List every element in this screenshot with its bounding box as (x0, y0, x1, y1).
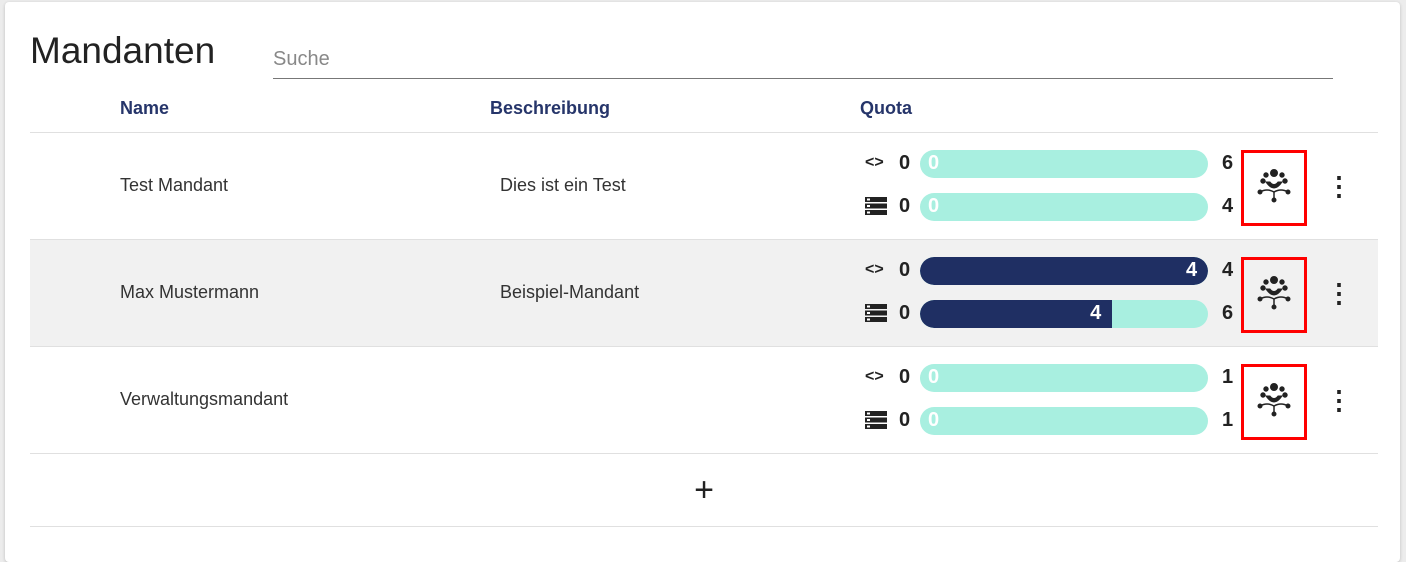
quota-max: 1 (1222, 366, 1234, 388)
column-header-description[interactable]: Beschreibung (490, 98, 611, 118)
quota-server: 0 0 4 (865, 193, 1245, 221)
tenant-config-button[interactable] (1241, 150, 1307, 226)
server-icon (865, 304, 889, 327)
tenant-config-button[interactable] (1241, 364, 1307, 440)
quota-bar: 4 (920, 257, 1208, 285)
network-config-icon (1254, 380, 1294, 425)
quota-bar: 0 (920, 150, 1208, 178)
quota-min: 0 (899, 152, 911, 174)
quota-bar: 4 (920, 300, 1208, 328)
more-options-button[interactable]: ⋮ (1326, 278, 1352, 308)
table-row[interactable]: Max Mustermann Beispiel-Mandant <> 0 4 4… (30, 239, 1378, 346)
more-options-button[interactable]: ⋮ (1326, 171, 1352, 201)
tenant-name: Test Mandant (120, 175, 229, 195)
quota-code: <> 0 0 1 (865, 364, 1245, 392)
quota-min: 0 (899, 195, 911, 217)
code-icon: <> (865, 154, 884, 171)
quota-max: 4 (1222, 195, 1234, 217)
quota-min: 0 (899, 302, 911, 324)
quota-used: 0 (928, 195, 940, 217)
quota-used: 0 (928, 366, 940, 388)
server-icon (865, 411, 889, 434)
page-title: Mandanten (30, 30, 216, 71)
column-header-quota: Quota (860, 98, 912, 118)
quota-code: <> 0 4 4 (865, 257, 1245, 285)
add-tenant-button[interactable]: + (30, 453, 1378, 527)
quota-server: 0 4 6 (865, 300, 1245, 328)
tenant-name: Max Mustermann (120, 282, 260, 302)
server-icon (865, 197, 889, 220)
table-row[interactable]: Verwaltungsmandant <> 0 0 1 0 0 1 ⋮ (30, 346, 1378, 453)
tenant-table: Test Mandant Dies ist ein Test <> 0 0 6 … (30, 132, 1378, 527)
quota-max: 6 (1222, 152, 1234, 174)
quota-bar: 0 (920, 407, 1208, 435)
tenants-card: Mandanten Name Beschreibung Quota Test M… (5, 2, 1400, 562)
quota-bar-fill (920, 300, 1113, 328)
quota-used: 4 (1186, 259, 1198, 281)
tenant-config-button[interactable] (1241, 257, 1307, 333)
code-icon: <> (865, 368, 884, 385)
quota-max: 1 (1222, 409, 1234, 431)
quota-min: 0 (899, 366, 911, 388)
tenant-description: Dies ist ein Test (500, 175, 626, 195)
quota-server: 0 0 1 (865, 407, 1245, 435)
quota-bar: 0 (920, 364, 1208, 392)
search-input[interactable] (273, 40, 1333, 79)
network-config-icon (1254, 166, 1294, 211)
quota-bar-fill (920, 257, 1208, 285)
quota-min: 0 (899, 409, 911, 431)
quota-max: 6 (1222, 302, 1234, 324)
network-config-icon (1254, 273, 1294, 318)
quota-used: 4 (1090, 302, 1102, 324)
quota-bar: 0 (920, 193, 1208, 221)
table-row[interactable]: Test Mandant Dies ist ein Test <> 0 0 6 … (30, 132, 1378, 239)
tenant-description: Beispiel-Mandant (500, 282, 640, 302)
quota-code: <> 0 0 6 (865, 150, 1245, 178)
quota-used: 0 (928, 409, 940, 431)
quota-max: 4 (1222, 259, 1234, 281)
more-options-button[interactable]: ⋮ (1326, 385, 1352, 415)
column-header-name[interactable]: Name (120, 98, 170, 118)
quota-used: 0 (928, 152, 940, 174)
tenant-name: Verwaltungsmandant (120, 389, 289, 409)
code-icon: <> (865, 261, 884, 278)
quota-min: 0 (899, 259, 911, 281)
